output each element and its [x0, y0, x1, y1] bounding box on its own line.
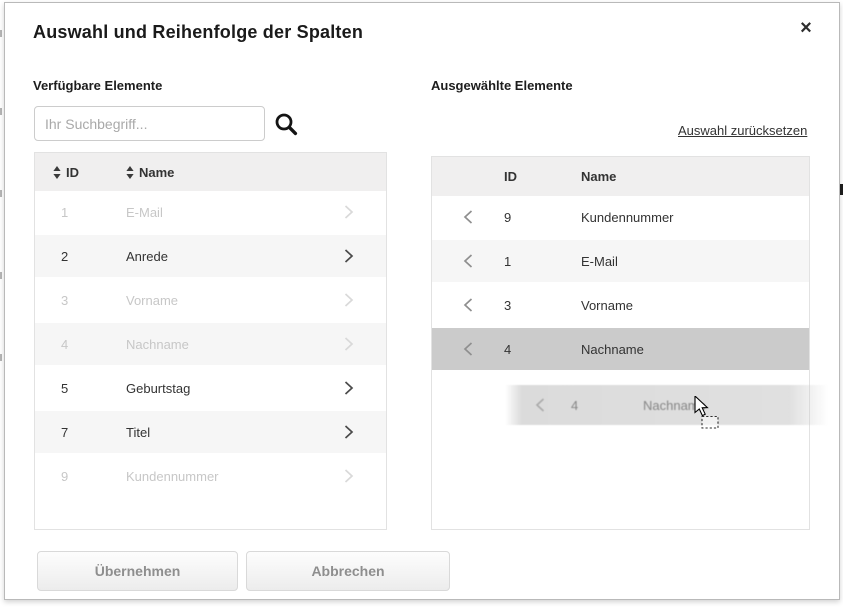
- chevron-left-icon[interactable]: [463, 209, 477, 225]
- selected-row[interactable]: 9 Kundennummer: [432, 196, 809, 240]
- row-name: E-Mail: [581, 253, 618, 269]
- column-header-name: Name: [139, 164, 175, 180]
- available-row[interactable]: 2 Anrede: [35, 235, 386, 279]
- row-id: 5: [61, 380, 69, 396]
- row-id: 1: [61, 204, 69, 220]
- page-edge-artifact: [0, 30, 2, 37]
- available-rows: 1 E-Mail 2 Anrede 3: [35, 191, 386, 499]
- row-name: Nachname: [126, 336, 189, 352]
- row-id: 3: [504, 297, 512, 313]
- available-row[interactable]: 7 Titel: [35, 411, 386, 455]
- selected-table: ID Name 9 Kundennummer 1: [431, 156, 810, 530]
- chevron-right-icon[interactable]: [343, 424, 354, 440]
- selected-heading: Ausgewählte Elemente: [431, 78, 573, 93]
- available-row[interactable]: 3 Vorname: [35, 279, 386, 323]
- sort-arrows-icon: [126, 165, 134, 179]
- row-id: 1: [504, 253, 512, 269]
- row-id: 2: [61, 248, 69, 264]
- chevron-right-icon[interactable]: [343, 380, 354, 396]
- selected-row[interactable]: 3 Vorname: [432, 284, 809, 328]
- sort-column-id[interactable]: ID: [53, 165, 126, 180]
- selected-row[interactable]: 1 E-Mail: [432, 240, 809, 284]
- available-heading: Verfügbare Elemente: [33, 78, 163, 93]
- chevron-right-icon[interactable]: [343, 292, 354, 308]
- search-icon[interactable]: [273, 111, 299, 137]
- selected-row[interactable]: 4 Nachname: [432, 328, 809, 372]
- available-row[interactable]: 5 Geburtstag: [35, 367, 386, 411]
- column-header-id: ID: [66, 164, 79, 180]
- chevron-right-icon[interactable]: [343, 248, 354, 264]
- sort-column-name[interactable]: Name: [126, 165, 174, 180]
- row-name: Kundennummer: [126, 468, 219, 484]
- row-name: Kundennummer: [581, 209, 674, 225]
- row-name: Geburtstag: [126, 380, 191, 396]
- row-name: E-Mail: [126, 204, 163, 220]
- chevron-right-icon[interactable]: [343, 336, 354, 352]
- row-name: Titel: [126, 424, 151, 440]
- row-name: Nachname: [581, 341, 644, 357]
- chevron-right-icon[interactable]: [343, 204, 354, 220]
- available-table: ID Name 1 E-Mail 2: [34, 152, 387, 530]
- row-name: Vorname: [126, 292, 179, 308]
- row-name: Anrede: [126, 248, 168, 264]
- page-edge-artifact: [0, 190, 2, 197]
- row-id: 9: [61, 468, 69, 484]
- row-name: Vorname: [581, 297, 634, 313]
- column-header-name: Name: [581, 169, 617, 184]
- available-row[interactable]: 1 E-Mail: [35, 191, 386, 235]
- row-id: 4: [61, 336, 69, 352]
- available-row[interactable]: 9 Kundennummer: [35, 455, 386, 499]
- page-edge-artifact: [840, 184, 843, 195]
- dialog-title: Auswahl und Reihenfolge der Spalten: [33, 22, 364, 42]
- row-id: 4: [504, 341, 512, 357]
- available-row[interactable]: 4 Nachname: [35, 323, 386, 367]
- column-header-id: ID: [504, 169, 517, 184]
- page-edge-artifact: [0, 272, 2, 279]
- selected-rows: 9 Kundennummer 1 E-Mail: [432, 196, 809, 372]
- close-icon[interactable]: ×: [800, 17, 812, 39]
- chevron-left-icon[interactable]: [463, 341, 477, 357]
- available-table-header: ID Name: [35, 153, 386, 191]
- row-id: 3: [61, 292, 69, 308]
- chevron-right-icon[interactable]: [343, 468, 354, 484]
- search-input[interactable]: [34, 106, 265, 141]
- reset-selection-link[interactable]: Auswahl zurücksetzen: [678, 123, 808, 138]
- chevron-left-icon[interactable]: [463, 253, 477, 269]
- selected-table-header: ID Name: [432, 157, 809, 196]
- sort-arrows-icon: [53, 165, 61, 179]
- page-edge-artifact: [0, 354, 2, 361]
- cancel-button[interactable]: Abbrechen: [246, 551, 450, 591]
- chevron-left-icon[interactable]: [463, 297, 477, 313]
- row-id: 9: [504, 209, 512, 225]
- row-id: 7: [61, 424, 69, 440]
- page-edge-artifact: [0, 108, 2, 115]
- apply-button[interactable]: Übernehmen: [37, 551, 238, 591]
